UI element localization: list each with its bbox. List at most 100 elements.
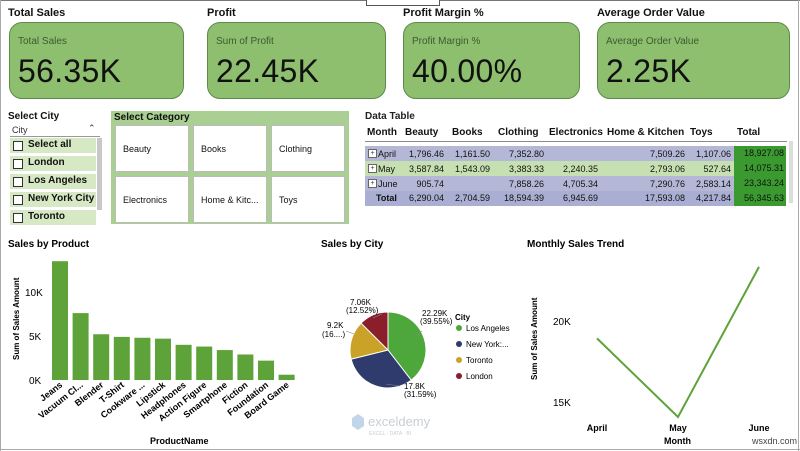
table-cell: 2,704.59 [454, 193, 490, 203]
pie-slice-new-york[interactable] [350, 349, 412, 389]
profit-margin-card[interactable]: Profit Margin % 40.00% [403, 22, 580, 99]
checkbox[interactable] [13, 195, 23, 205]
legend-item[interactable]: New York:... [466, 340, 509, 349]
profit-margin-label: Profit Margin % [412, 36, 481, 47]
bar-lipstick[interactable] [155, 338, 171, 380]
product-chart-xlabel: ProductName [150, 436, 209, 446]
col-header[interactable]: Total [737, 127, 761, 138]
table-cell: 3,383.33 [508, 164, 544, 174]
monthly-sales-trend-chart: Monthly Sales Trend Sum of Sales Amount … [527, 239, 770, 446]
chevron-up-icon[interactable]: ⌃ [88, 123, 96, 133]
col-header[interactable]: Toys [690, 127, 713, 138]
category-tile-beauty[interactable]: Beauty [115, 125, 189, 172]
table-row[interactable] [365, 176, 735, 191]
legend-item[interactable]: Toronto [466, 356, 493, 365]
total-sales-title: Total Sales [8, 7, 66, 19]
bar-foundation[interactable] [258, 360, 274, 380]
expand-icon[interactable]: + [368, 179, 377, 188]
city-field-label: City [12, 125, 28, 135]
pie-data-label: 7.06K [350, 298, 372, 307]
profit-margin-title: Profit Margin % [403, 7, 484, 19]
legend-marker [456, 341, 462, 347]
pie-data-label: 9.2K [327, 321, 344, 330]
bar-t-shirt[interactable] [113, 336, 130, 380]
city-chart-title: Sales by City [321, 239, 384, 250]
city-item-label: Los Angeles [28, 175, 88, 186]
bar-blender[interactable] [93, 334, 110, 380]
bar-vacuum-cl[interactable] [72, 313, 89, 380]
col-header[interactable]: Books [452, 127, 483, 138]
col-header[interactable]: Beauty [405, 127, 439, 138]
x-tick-label: June [748, 423, 769, 433]
table-cell: 2,793.06 [649, 164, 685, 174]
col-header[interactable]: Month [367, 127, 397, 138]
trend-series-line[interactable] [596, 266, 760, 419]
city-item-los-angeles[interactable]: Los Angeles [10, 174, 96, 189]
category-tile-label: Home & Kitc... [201, 195, 259, 205]
pie-data-label: 22.29K [422, 309, 448, 318]
table-cell: 17,593.08 [644, 193, 685, 203]
pie-slice-london[interactable] [360, 311, 389, 352]
expand-icon[interactable]: + [368, 149, 377, 158]
table-cell: 4,217.84 [695, 193, 731, 203]
city-item-label: London [28, 157, 65, 168]
checkbox[interactable] [13, 177, 23, 187]
legend-item[interactable]: Los Angeles [466, 324, 510, 333]
total-sales-value: 56.35K [18, 53, 122, 89]
legend-marker [456, 373, 462, 379]
profit-value: 22.45K [216, 53, 320, 89]
category-tile-electronics[interactable]: Electronics [115, 176, 189, 223]
table-cell: 1,796.46 [408, 149, 444, 159]
city-slicer: City ⌃ Select all London Los Angeles New… [8, 123, 102, 225]
bar-board-game[interactable] [278, 374, 295, 380]
table-cell: 7,509.26 [649, 149, 685, 159]
pie-slice-los-angeles[interactable] [387, 311, 427, 381]
total-sales-card[interactable]: Total Sales 56.35K [9, 22, 184, 99]
checkbox[interactable] [13, 213, 23, 223]
y-tick: 20K [553, 317, 571, 328]
category-tile-books[interactable]: Books [193, 125, 267, 172]
expand-icon[interactable]: + [368, 164, 377, 173]
watermark-tagline: EXCEL · DATA · BI [369, 431, 411, 437]
legend-item[interactable]: London [466, 372, 493, 381]
city-item-select-all[interactable]: Select all [10, 138, 96, 153]
bar-cookware[interactable] [134, 337, 151, 380]
total-sales-label: Total Sales [18, 36, 67, 47]
row-total-cell: 23,343.24 [734, 176, 786, 191]
category-tile-home-kitchen[interactable]: Home & Kitc... [193, 176, 267, 223]
checkbox[interactable] [13, 159, 23, 169]
table-row[interactable] [365, 161, 735, 176]
category-tile-toys[interactable]: Toys [271, 176, 345, 223]
city-item-new-york-city[interactable]: New York City [10, 192, 96, 207]
aov-title: Average Order Value [597, 7, 705, 19]
city-item-label: New York City [28, 193, 95, 204]
total-row-label: Total [376, 193, 397, 203]
bar-smartphone[interactable] [216, 350, 233, 380]
checkbox[interactable] [13, 141, 23, 151]
table-row[interactable] [365, 146, 735, 161]
col-header[interactable]: Electronics [549, 127, 603, 138]
city-item-toronto[interactable]: Toronto [10, 210, 96, 225]
city-scrollbar[interactable] [97, 138, 102, 210]
table-total-row[interactable] [365, 191, 735, 206]
bar-headphones[interactable] [175, 344, 192, 380]
table-scrollbar[interactable] [789, 141, 793, 203]
profit-card[interactable]: Sum of Profit 22.45K [207, 22, 386, 99]
category-tile-clothing[interactable]: Clothing [271, 125, 345, 172]
bar-jeans[interactable] [52, 261, 68, 380]
pie-data-label: (12.52%) [346, 306, 379, 315]
col-header[interactable]: Home & Kitchen [607, 127, 685, 138]
pie-data-label: (31.59%) [404, 390, 437, 399]
table-cell: 1,107.06 [695, 149, 731, 159]
grand-total-cell: 56,345.63 [734, 191, 786, 206]
city-item-london[interactable]: London [10, 156, 96, 171]
bar-fiction[interactable] [237, 354, 254, 380]
bar-action-figure[interactable] [196, 346, 213, 380]
profit-margin-value: 40.00% [412, 53, 523, 89]
pie-data-label: (16....) [322, 330, 345, 339]
table-cell: 1,161.50 [454, 149, 490, 159]
x-tick-label: May [669, 423, 687, 433]
aov-card[interactable]: Average Order Value 2.25K [597, 22, 790, 99]
col-header[interactable]: Clothing [498, 127, 539, 138]
category-tile-label: Beauty [123, 144, 152, 154]
